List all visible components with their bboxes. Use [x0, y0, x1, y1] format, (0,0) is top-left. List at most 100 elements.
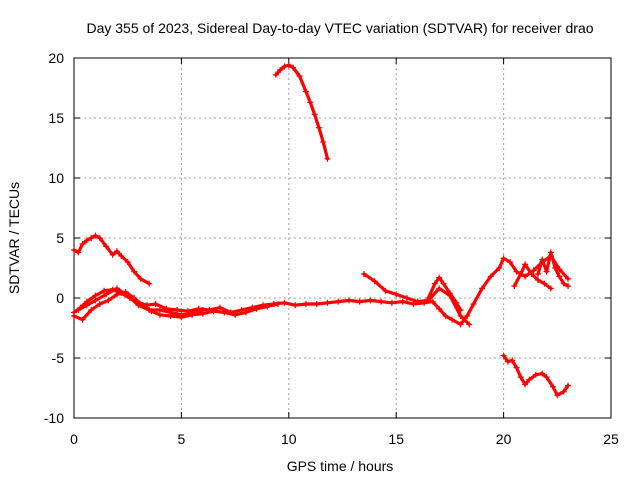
data-point: [253, 305, 260, 312]
data-point: [541, 280, 548, 287]
data-point: [511, 283, 518, 289]
data-point: [554, 392, 561, 399]
data-point: [92, 297, 99, 304]
data-point: [550, 383, 557, 390]
data-point: [547, 285, 554, 292]
data-point: [378, 298, 385, 305]
y-axis-label: SDTVAR / TECUs: [6, 182, 22, 294]
data-point: [539, 370, 546, 377]
x-axis-label: GPS time / hours: [287, 458, 394, 474]
data-point: [315, 124, 322, 131]
data-point: [436, 305, 443, 312]
data-point: [96, 301, 103, 307]
data-point: [517, 271, 524, 277]
data-point: [547, 249, 554, 256]
data-point: [440, 280, 447, 287]
tick-labels: 0 5 10 15 20 25 -10 -5 0 5 10 15 20: [44, 50, 619, 447]
data-point: [507, 259, 514, 265]
data-point: [88, 307, 95, 313]
data-point: [470, 301, 477, 307]
data-point: [526, 376, 533, 383]
data-point: [92, 232, 99, 239]
data-point: [425, 295, 432, 301]
data-point: [152, 301, 159, 307]
series-arc-5: [75, 285, 206, 318]
data-point: [307, 99, 314, 106]
data-point: [302, 301, 309, 307]
data-point: [517, 374, 524, 381]
data-point: [530, 267, 537, 274]
y-tick-label: 0: [56, 290, 64, 306]
data-point: [509, 357, 516, 364]
data-point: [522, 261, 529, 268]
data-point: [296, 73, 303, 79]
data-point: [105, 297, 112, 304]
data-point: [275, 301, 282, 307]
grid: [74, 58, 611, 418]
data-point: [313, 301, 320, 307]
data-point: [556, 273, 563, 280]
data-point: [124, 292, 131, 299]
data-point: [88, 235, 95, 241]
data-point: [534, 271, 541, 277]
data-point: [135, 302, 142, 309]
x-tick-label: 20: [496, 431, 512, 447]
series-line: [502, 354, 570, 397]
data-point: [388, 299, 395, 306]
data-point: [457, 313, 464, 319]
data-point: [528, 271, 535, 277]
data-point: [113, 291, 120, 298]
y-tick-label: 15: [48, 110, 64, 126]
data-point: [290, 64, 297, 71]
data-point: [534, 277, 541, 283]
data-point: [83, 302, 90, 309]
data-point: [479, 285, 486, 292]
data-point: [367, 297, 374, 304]
data-point: [221, 309, 228, 316]
data-point: [410, 301, 417, 307]
series-line: [536, 250, 570, 288]
data-point: [264, 303, 271, 310]
data-point: [335, 298, 342, 305]
data-point: [124, 259, 131, 265]
data-point: [414, 298, 421, 305]
data-point: [393, 291, 400, 298]
series-arc-3: [71, 253, 572, 328]
data-point: [71, 313, 77, 319]
data-point: [302, 88, 309, 95]
data-point: [449, 316, 456, 323]
data-point: [103, 291, 110, 298]
data-point: [504, 358, 511, 365]
data-point: [79, 316, 86, 323]
chart-title: Day 355 of 2023, Sidereal Day-to-day VTE…: [86, 20, 593, 36]
data-point: [320, 139, 327, 145]
data-point: [311, 111, 318, 118]
data-point: [174, 307, 181, 313]
data-point: [131, 268, 138, 275]
data-point: [431, 280, 438, 287]
series-arc-1: [71, 232, 153, 287]
y-tick-label: 10: [48, 170, 64, 186]
data-point: [565, 283, 572, 289]
data-point: [500, 352, 507, 359]
data-point: [560, 388, 567, 395]
data-point: [522, 273, 529, 280]
data-point: [539, 256, 546, 263]
series-arc-8: [500, 352, 572, 399]
data-point: [464, 313, 471, 319]
data-point: [272, 71, 279, 78]
data-point: [382, 287, 389, 294]
data-point: [496, 265, 503, 271]
series-arc-4: [71, 289, 282, 323]
data-point: [281, 63, 288, 70]
data-point: [217, 304, 224, 311]
data-point: [281, 299, 288, 306]
data-point: [565, 275, 572, 282]
data-point: [75, 249, 82, 256]
x-tick-label: 15: [388, 431, 404, 447]
data-point: [360, 271, 367, 277]
data-point: [436, 285, 443, 292]
data-point: [232, 311, 239, 318]
data-point: [210, 308, 217, 315]
